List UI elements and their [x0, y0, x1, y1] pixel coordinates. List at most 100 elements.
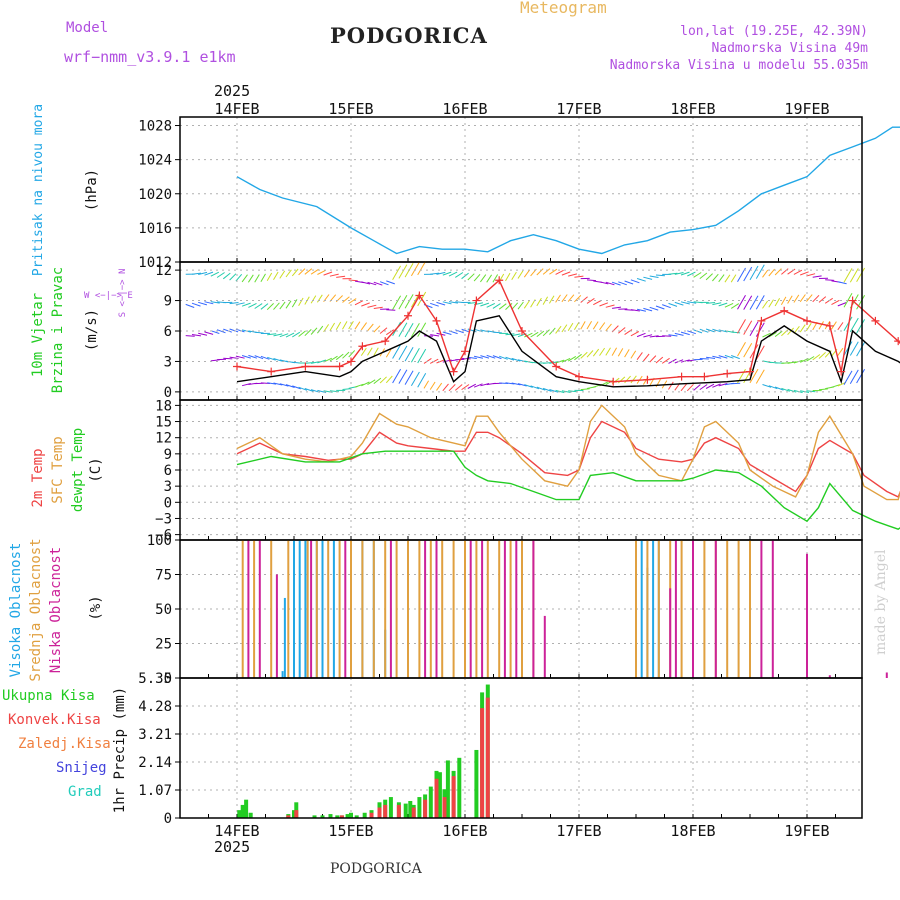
wind-barb — [599, 322, 606, 331]
gust-marker — [472, 296, 481, 305]
y-tick-label: 0 — [164, 385, 172, 401]
wind-barb — [191, 334, 201, 337]
wind-barb — [198, 271, 208, 275]
wind-barb — [799, 324, 806, 333]
wind-barb — [379, 281, 389, 286]
year-bottom: 2025 — [214, 838, 251, 856]
wind-barb — [486, 354, 496, 359]
wind-barb — [573, 321, 580, 331]
wind-barb — [298, 386, 308, 391]
gust-marker — [301, 362, 310, 371]
date-label-bottom: 19FEB — [784, 822, 829, 840]
wind-barb — [831, 299, 840, 306]
wind-barb — [429, 381, 436, 390]
wind-barb — [674, 332, 684, 336]
bar-cloud — [521, 540, 523, 678]
bar-precipitation — [354, 815, 359, 818]
wind-barb — [204, 331, 214, 335]
wind-barb — [285, 300, 292, 309]
wind-barb — [191, 272, 201, 275]
wind-barb — [430, 302, 439, 307]
wind-barb — [379, 376, 387, 384]
wind-barb — [505, 356, 515, 361]
wind-barb — [574, 275, 584, 278]
panel-frame — [179, 677, 863, 819]
wind-barb — [649, 306, 659, 311]
wind-barb — [649, 355, 657, 363]
wind-barb — [342, 296, 350, 303]
wind-barb — [298, 268, 306, 276]
gust-marker — [780, 306, 789, 315]
wind-barb — [768, 268, 775, 277]
wind-barb — [442, 301, 452, 305]
wind-barb — [267, 333, 277, 336]
wind-barb — [361, 381, 370, 387]
wind-barb — [674, 272, 684, 275]
wind-barb — [787, 388, 797, 393]
wind-barb — [204, 271, 214, 276]
wind-barb — [561, 294, 568, 303]
wind-barb — [329, 273, 339, 277]
precip-legend-0: Ukupna Kisa — [2, 688, 95, 704]
wind-barb — [273, 382, 283, 386]
bar-precipitation — [423, 799, 428, 818]
wind-barb — [636, 332, 646, 338]
bar-cloud — [372, 540, 375, 678]
wind-barb — [479, 274, 487, 283]
wind-barb — [511, 302, 519, 310]
wind-barb — [712, 302, 722, 306]
bar-precipitation — [349, 812, 353, 818]
wind-barb — [743, 266, 753, 282]
panel-cloud — [175, 539, 888, 679]
wind-barb — [618, 281, 627, 286]
y-tick-label: 6 — [164, 463, 172, 479]
bar-cloud — [407, 540, 409, 678]
ylabel-high-cloud: Visoka Oblacnost — [8, 543, 24, 678]
wind-barb — [599, 302, 609, 307]
wind-barb — [686, 383, 694, 392]
wind-barb — [317, 325, 324, 334]
wind-barb — [279, 270, 286, 279]
wind-barb — [410, 322, 420, 338]
bar-precipitation — [442, 797, 447, 818]
bar-cloud — [481, 540, 484, 678]
wind-barb — [454, 384, 463, 391]
bar-cloud — [532, 540, 535, 678]
wind-barb — [505, 382, 515, 385]
gust-marker — [848, 296, 857, 305]
wind-barb — [662, 335, 672, 337]
gust-marker — [723, 369, 732, 378]
wind-barb — [530, 385, 540, 390]
wind-barb — [410, 261, 420, 277]
gust-marker — [825, 321, 834, 330]
wind-barb — [661, 357, 670, 364]
wind-barb — [279, 301, 286, 310]
wind-barb — [266, 303, 274, 311]
bar-cloud — [726, 540, 729, 678]
bar-cloud — [247, 540, 250, 678]
wind-barb — [524, 384, 533, 388]
wind-barb — [643, 276, 653, 280]
y-tick-label: 75 — [155, 568, 172, 584]
wind-barb — [749, 368, 759, 384]
wind-barb — [285, 332, 295, 338]
wind-barb — [655, 305, 665, 310]
wind-barb — [417, 260, 427, 276]
bar-cloud — [515, 540, 518, 678]
wind-barb — [617, 348, 624, 357]
wind-barb — [198, 301, 208, 306]
wind-barb — [749, 321, 759, 336]
bar-cloud — [338, 540, 341, 678]
bar-cloud — [652, 540, 655, 678]
wind-barb — [567, 294, 575, 302]
y-tick-label: −6 — [155, 528, 172, 544]
y-tick-label: 4.28 — [138, 699, 172, 715]
wind-barb — [592, 321, 599, 330]
wind-barb — [235, 355, 245, 359]
wind-barb — [430, 272, 440, 275]
bar-cloud — [327, 540, 330, 678]
wind-barb — [580, 388, 590, 391]
wind-barb — [781, 268, 789, 275]
wind-barb — [555, 325, 562, 334]
wind-barb — [687, 271, 696, 277]
